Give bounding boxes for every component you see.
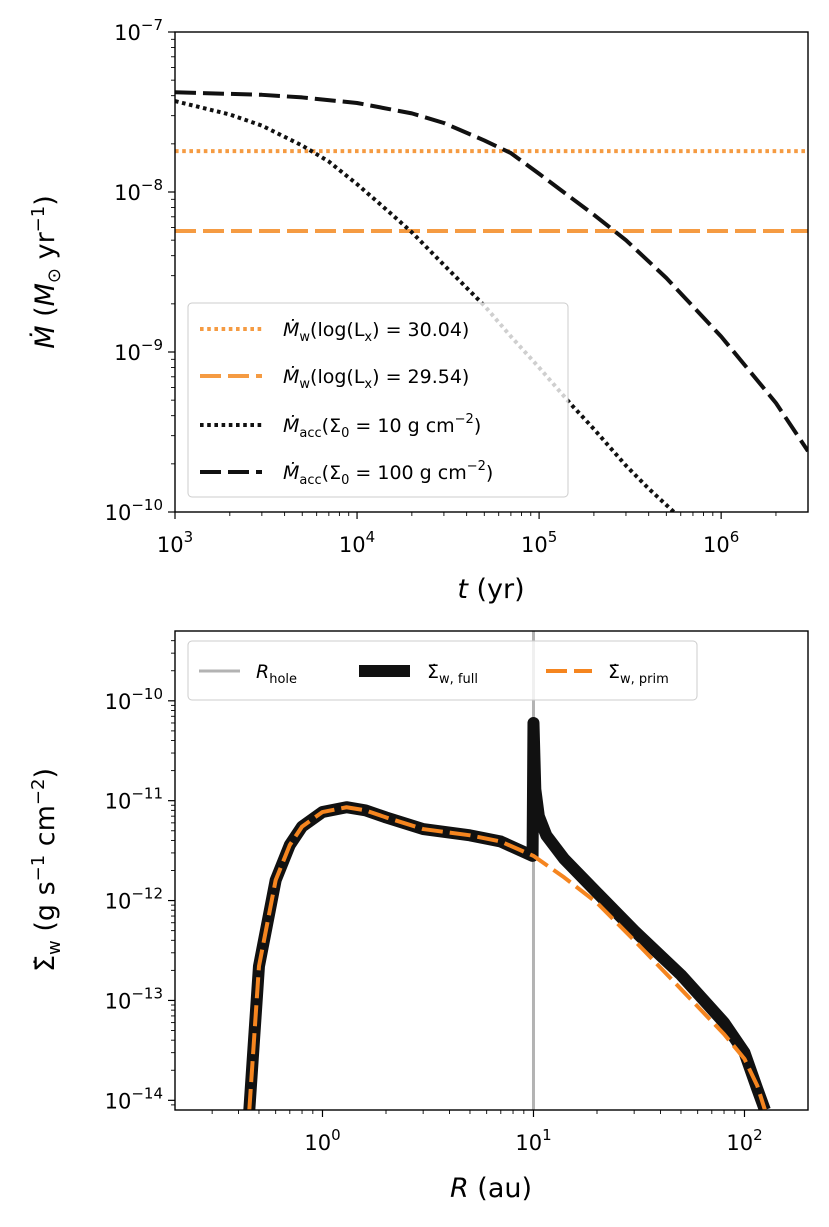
y-tick-label: 10−10	[105, 685, 163, 714]
x-tick-label: 104	[339, 528, 375, 557]
y-tick-label: 10−11	[105, 785, 163, 814]
x-tick-label: 101	[515, 1126, 551, 1155]
svg-text:Ṁ (M⊙ yr−1): Ṁ (M⊙ yr−1)	[28, 195, 65, 349]
legend-label: Ṁacc(Σ0 = 100 g cm−2)	[283, 459, 493, 488]
bottom-series-layer	[243, 631, 771, 1110]
bottom-legend: Rhole Σ̇w, full Σ̇w, prim	[187, 640, 698, 701]
x-tick-label: 100	[304, 1126, 340, 1155]
legend-label: Ṁw(log(Lx) = 30.04)	[283, 318, 469, 345]
legend-label: Σ̇w, prim	[608, 661, 669, 687]
x-tick-label: 102	[726, 1126, 762, 1155]
x-tick-label: 105	[521, 528, 557, 557]
bottom-panel: 100 101 102 10−14 10−13 10−12 10−11 10−10 R (au…	[28, 630, 809, 1204]
legend-label: Ṁw(log(Lx) = 29.54)	[283, 365, 469, 392]
top-ylabel: Ṁ (M⊙ yr−1)	[28, 195, 65, 349]
legend-label: Σ̇w, full	[427, 661, 478, 687]
series-line-0-3	[175, 90, 808, 453]
top-ticks: 103 104 105 106 10−10 10−9 10−8 10−7	[105, 16, 777, 557]
y-tick-label: 10−7	[114, 16, 163, 45]
top-legend: Ṁw(log(Lx) = 30.04) Ṁw(log(Lx) = 29.54) Ṁa…	[187, 302, 569, 498]
bottom-legend-box	[187, 640, 698, 701]
series-line-1-1	[247, 805, 767, 1110]
x-tick-label: 103	[157, 528, 193, 557]
top-plot-frame	[174, 31, 809, 513]
y-tick-label: 10−10	[105, 496, 163, 525]
bottom-ylabel: Σ̇w (g s−1 cm−2)	[28, 768, 65, 972]
top-panel: 103 104 105 106 10−10 10−9 10−8 10−7 t (yr) Ṁ (…	[28, 16, 809, 605]
svg-text:Σ̇w (g s−1 cm−2): Σ̇w (g s−1 cm−2)	[28, 768, 65, 972]
bottom-xlabel: R (au)	[450, 1173, 532, 1204]
bottom-ticks: 100 101 102 10−14 10−13 10−12 10−11 10−10	[105, 640, 763, 1155]
y-tick-label: 10−14	[105, 1084, 163, 1113]
y-tick-label: 10−8	[114, 176, 163, 205]
y-tick-label: 10−9	[114, 336, 163, 365]
y-tick-label: 10−13	[105, 984, 163, 1013]
top-legend-box	[187, 302, 569, 498]
legend-label: Ṁacc(Σ0 = 10 g cm−2)	[283, 412, 481, 441]
y-tick-label: 10−12	[105, 885, 163, 914]
top-xlabel: t (yr)	[457, 574, 524, 605]
top-series-layer	[175, 90, 808, 512]
legend-label: Rhole	[256, 661, 297, 687]
bottom-plot-frame	[174, 630, 809, 1111]
series-line-1-0	[243, 716, 771, 1110]
x-tick-label: 106	[703, 528, 739, 557]
